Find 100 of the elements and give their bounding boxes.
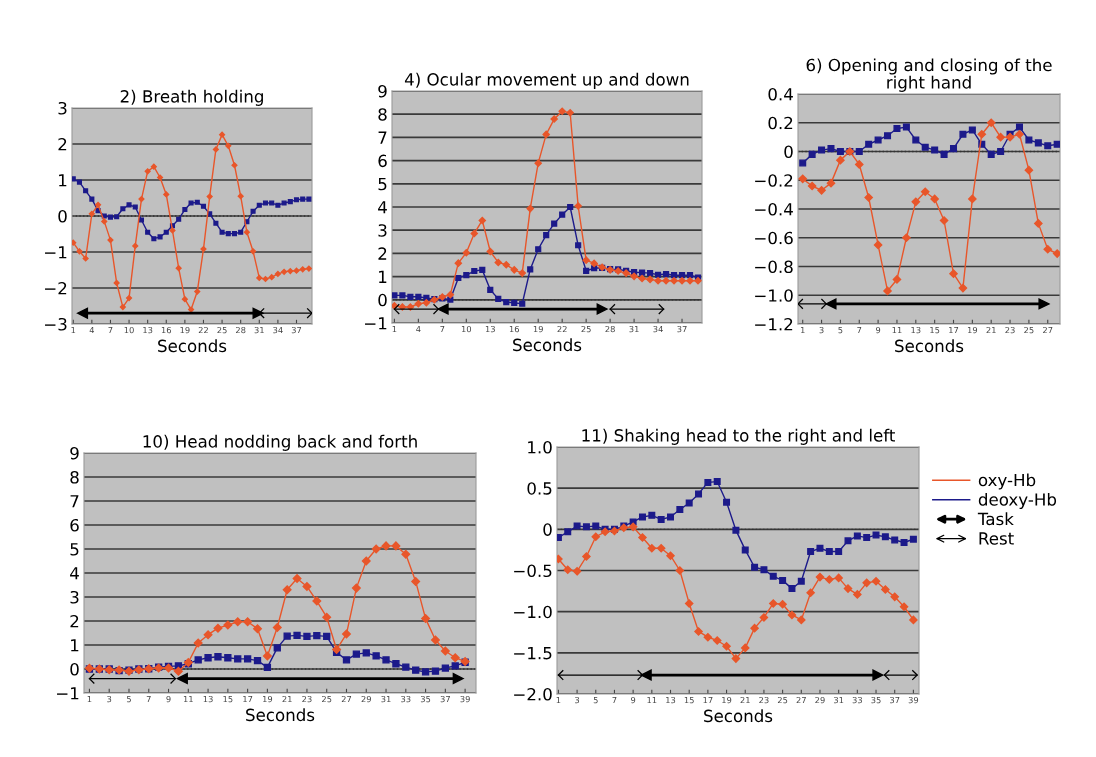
y-tick-label: 0	[58, 209, 67, 223]
y-tick-label: −1	[365, 317, 387, 330]
x-tick-label: 5	[126, 696, 131, 703]
x-tick-label: 5	[593, 697, 598, 704]
y-tick-label: −2	[45, 281, 67, 295]
y-tick-label: 0	[70, 662, 79, 676]
x-tick-label: 19	[722, 696, 732, 704]
y-tick-label: 0.5	[527, 482, 552, 495]
x-tick-label: 11	[892, 327, 902, 334]
y-tick-label: 6	[70, 518, 79, 532]
x-tick-label: 7	[612, 697, 617, 704]
y-tick-label: 0.4	[768, 87, 793, 101]
x-tick-label: 21	[986, 326, 996, 334]
x-tick-label: 7	[440, 326, 445, 333]
x-tick-label: 25	[581, 325, 591, 333]
y-tick-label: 1	[71, 639, 79, 652]
x-tick-label: 34	[273, 326, 283, 334]
x-tick-label: 27	[1043, 326, 1053, 334]
legend-label: deoxy-Hb	[978, 492, 1057, 510]
x-tick-label: 34	[653, 325, 663, 333]
x-tick-label: 28	[605, 325, 615, 333]
chart-title: 2) Breath holding	[120, 89, 263, 106]
x-tick-label: 23	[1005, 326, 1015, 334]
y-tick-label: 3	[58, 101, 67, 115]
x-tick-label: 4	[416, 326, 421, 333]
y-tick-label: −0.5	[514, 564, 552, 578]
y-tick-label: 8	[70, 470, 79, 484]
x-tick-label: 13	[485, 325, 495, 333]
legend-label: Task	[977, 512, 1014, 526]
x-tick-label: 19	[180, 326, 190, 334]
x-tick-label: 16	[161, 326, 172, 334]
x-tick-label: 27	[341, 695, 352, 703]
x-tick-label: 33	[401, 695, 411, 703]
x-tick-label: 3	[819, 326, 824, 334]
x-tick-label: 31	[254, 326, 264, 334]
x-tick-label: 15	[223, 696, 233, 703]
x-tick-label: 7	[857, 327, 862, 334]
y-tick-label: −0.6	[755, 231, 793, 245]
x-tick-label: 39	[460, 695, 470, 703]
x-tick-label: 37	[291, 326, 302, 334]
y-tick-label: −2.0	[514, 687, 552, 701]
x-tick-label: 4	[89, 327, 95, 334]
x-tick-label: 16	[509, 325, 520, 333]
x-tick-label: 37	[440, 695, 450, 703]
x-tick-label: 21	[740, 696, 750, 704]
y-tick-label: −1.0	[514, 605, 552, 619]
x-tick-label: 15	[930, 327, 940, 334]
x-tick-label: 25	[217, 326, 227, 334]
y-tick-label: 8	[378, 108, 387, 121]
x-tick-label: 27	[796, 696, 806, 704]
x-tick-label: 39	[908, 696, 919, 704]
y-tick-label: 0	[378, 293, 387, 307]
x-tick-label: 13	[143, 326, 153, 334]
x-tick-label: 33	[852, 696, 862, 704]
y-tick-label: 2	[58, 137, 67, 151]
x-tick-label: 7	[146, 696, 151, 703]
x-tick-label: 1	[556, 697, 561, 704]
x-tick-label: 13	[666, 696, 676, 704]
x-tick-label: 19	[263, 695, 273, 703]
x-tick-label: 37	[890, 696, 900, 704]
y-tick-label: −0.2	[755, 174, 793, 187]
y-tick-label: 9	[70, 446, 79, 460]
chart-title: 4) Ocular movement up and down	[404, 72, 689, 89]
y-tick-label: 9	[378, 84, 387, 98]
x-tick-label: 1	[800, 327, 805, 334]
y-tick-label: −1	[45, 246, 67, 259]
x-tick-label: 3	[107, 695, 112, 703]
chart-title: 11) Shaking head to the right and left	[582, 428, 895, 445]
y-tick-label: −0.4	[755, 202, 793, 216]
x-tick-label: 10	[461, 325, 472, 333]
x-tick-label: 22	[198, 326, 208, 334]
y-tick-label: 4	[70, 567, 79, 580]
x-tick-label: 3	[575, 696, 580, 704]
x-tick-label: 9	[166, 695, 171, 703]
y-tick-label: 1.0	[528, 440, 552, 454]
x-tick-label: 25	[322, 695, 332, 703]
x-tick-label: 5	[838, 327, 843, 334]
x-tick-label: 13	[911, 326, 921, 334]
x-tick-label: 31	[833, 696, 844, 704]
x-tick-label: 19	[533, 325, 543, 333]
x-tick-label: 7	[108, 327, 113, 334]
x-axis-title: Seconds	[513, 338, 582, 352]
y-tick-label: −1.2	[755, 317, 793, 331]
x-axis-title: Seconds	[158, 339, 227, 353]
x-tick-label: 35	[871, 696, 881, 704]
x-tick-label: 17	[703, 697, 713, 704]
legend-label: oxy-Hb	[978, 473, 1036, 490]
y-tick-label: 5	[378, 177, 387, 191]
x-tick-label: 21	[282, 695, 292, 703]
y-tick-label: 2	[70, 614, 79, 628]
y-tick-label: −1.0	[755, 289, 793, 302]
y-tick-label: −1.5	[514, 647, 552, 660]
x-tick-label: 19	[967, 326, 978, 334]
chart-title: 6) Opening and closing of the right hand	[806, 58, 1052, 92]
x-tick-label: 17	[949, 327, 959, 334]
x-tick-label: 31	[629, 325, 639, 333]
x-tick-label: 10	[124, 326, 134, 334]
x-tick-label: 22	[557, 325, 567, 333]
y-tick-label: −3	[45, 317, 67, 331]
y-tick-label: 6	[378, 154, 387, 168]
